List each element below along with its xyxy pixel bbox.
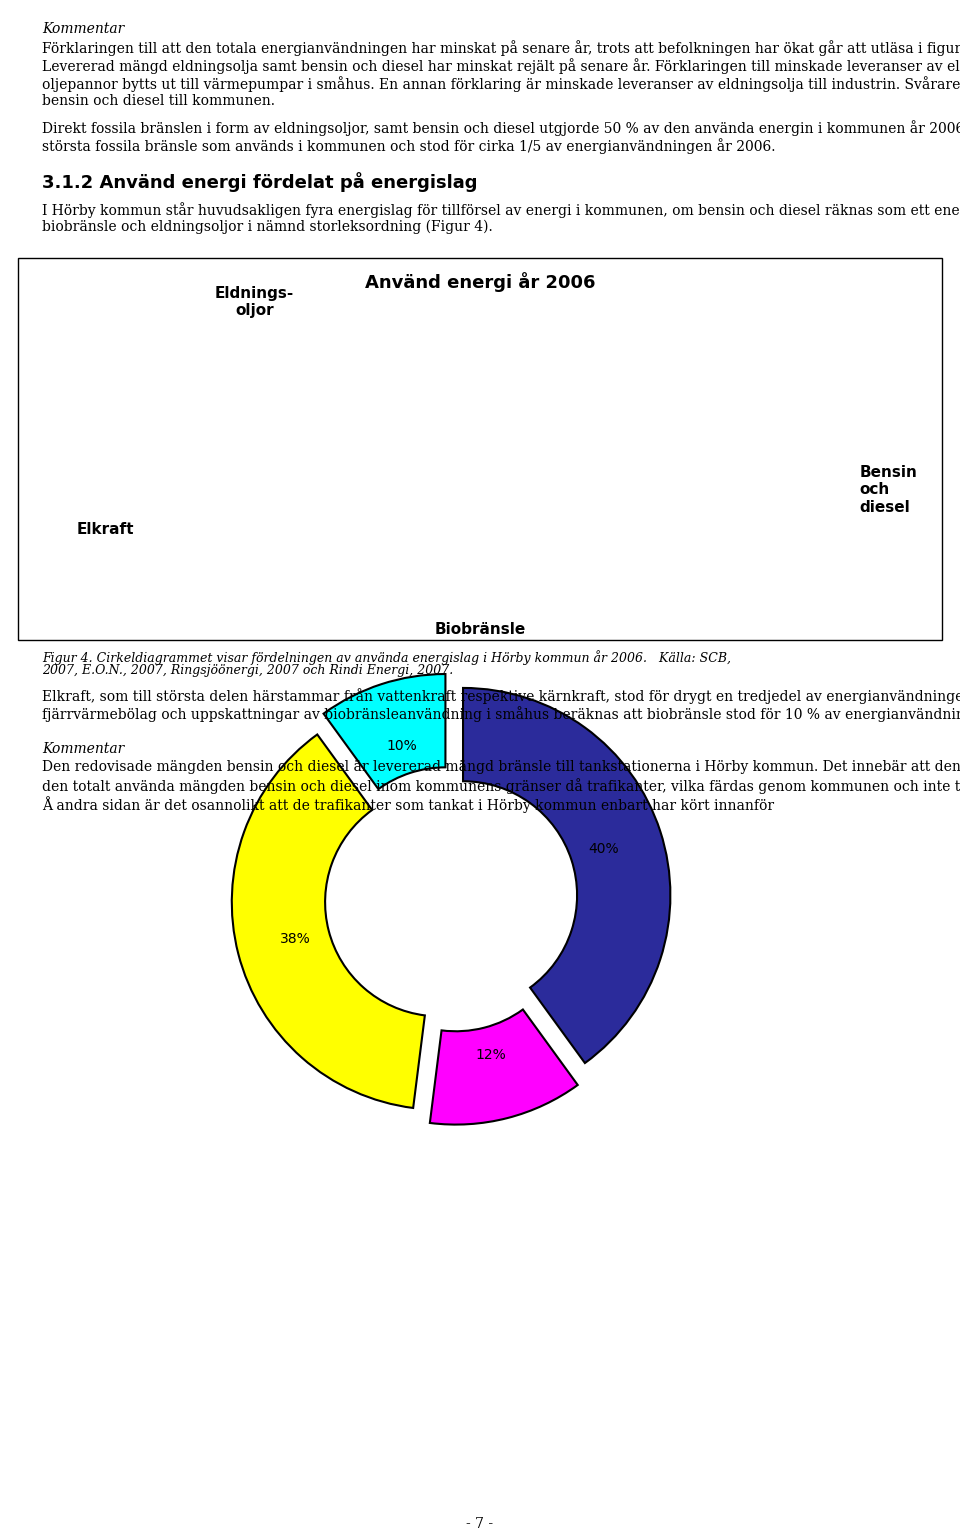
Text: oljepannor bytts ut till värmepumpar i småhus. En annan förklaring är minskade l: oljepannor bytts ut till värmepumpar i s… bbox=[42, 75, 960, 92]
Text: Elkraft, som till största delen härstammar från vattenkraft respektive kärnkraft: Elkraft, som till största delen härstamm… bbox=[42, 689, 960, 704]
Wedge shape bbox=[231, 735, 425, 1108]
Text: Figur 4. Cirkeldiagrammet visar fördelningen av använda energislag i Hörby kommu: Figur 4. Cirkeldiagrammet visar fördelni… bbox=[42, 650, 731, 666]
Text: I Hörby kommun står huvudsakligen fyra energislag för tillförsel av energi i kom: I Hörby kommun står huvudsakligen fyra e… bbox=[42, 201, 960, 218]
Text: Direkt fossila bränslen i form av eldningsoljor, samt bensin och diesel utgjorde: Direkt fossila bränslen i form av eldnin… bbox=[42, 120, 960, 135]
Text: Bensin
och
diesel: Bensin och diesel bbox=[859, 466, 917, 515]
Text: Å andra sidan är det osannolikt att de trafikanter som tankat i Hörby kommun enb: Å andra sidan är det osannolikt att de t… bbox=[42, 796, 774, 813]
Text: 40%: 40% bbox=[588, 842, 619, 856]
Text: Biobränsle: Biobränsle bbox=[434, 622, 526, 636]
Text: Levererad mängd eldningsolja samt bensin och diesel har minskat rejält på senare: Levererad mängd eldningsolja samt bensin… bbox=[42, 58, 960, 74]
Text: 3.1.2 Använd energi fördelat på energislag: 3.1.2 Använd energi fördelat på energisl… bbox=[42, 172, 477, 192]
Text: 2007, E.O.N., 2007, Ringsjöönergi, 2007 och Rindi Energi, 2007.: 2007, E.O.N., 2007, Ringsjöönergi, 2007 … bbox=[42, 664, 453, 676]
Text: Eldnings-
oljor: Eldnings- oljor bbox=[215, 286, 294, 318]
Wedge shape bbox=[430, 1010, 578, 1125]
Wedge shape bbox=[324, 675, 445, 788]
Text: bensin och diesel till kommunen.: bensin och diesel till kommunen. bbox=[42, 94, 275, 108]
Text: fjärrvärmebölag och uppskattningar av biobränsleanvändning i småhus beräknas att: fjärrvärmebölag och uppskattningar av bi… bbox=[42, 705, 960, 722]
Wedge shape bbox=[463, 689, 670, 1064]
Text: största fossila bränsle som används i kommunen och stod för cirka 1/5 av energia: största fossila bränsle som används i ko… bbox=[42, 138, 776, 154]
Text: Elkraft: Elkraft bbox=[77, 523, 134, 538]
Text: Kommentar: Kommentar bbox=[42, 742, 124, 756]
Text: den totalt använda mängden bensin och diesel inom kommunens gränser då trafikant: den totalt använda mängden bensin och di… bbox=[42, 778, 960, 795]
Text: Den redovisade mängden bensin och diesel är levererad mängd bränsle till tanksta: Den redovisade mängden bensin och diesel… bbox=[42, 759, 960, 775]
Text: Kommentar: Kommentar bbox=[42, 22, 124, 35]
Text: Använd energi år 2006: Använd energi år 2006 bbox=[365, 272, 595, 292]
Text: - 7 -: - 7 - bbox=[467, 1517, 493, 1531]
Text: 12%: 12% bbox=[476, 1048, 507, 1062]
Text: biobränsle och eldningsoljor i nämnd storleksordning (Figur 4).: biobränsle och eldningsoljor i nämnd sto… bbox=[42, 220, 492, 234]
Text: Förklaringen till att den totala energianvändningen har minskat på senare år, tr: Förklaringen till att den totala energia… bbox=[42, 40, 960, 55]
Text: 38%: 38% bbox=[280, 931, 311, 947]
Text: 10%: 10% bbox=[386, 739, 417, 753]
